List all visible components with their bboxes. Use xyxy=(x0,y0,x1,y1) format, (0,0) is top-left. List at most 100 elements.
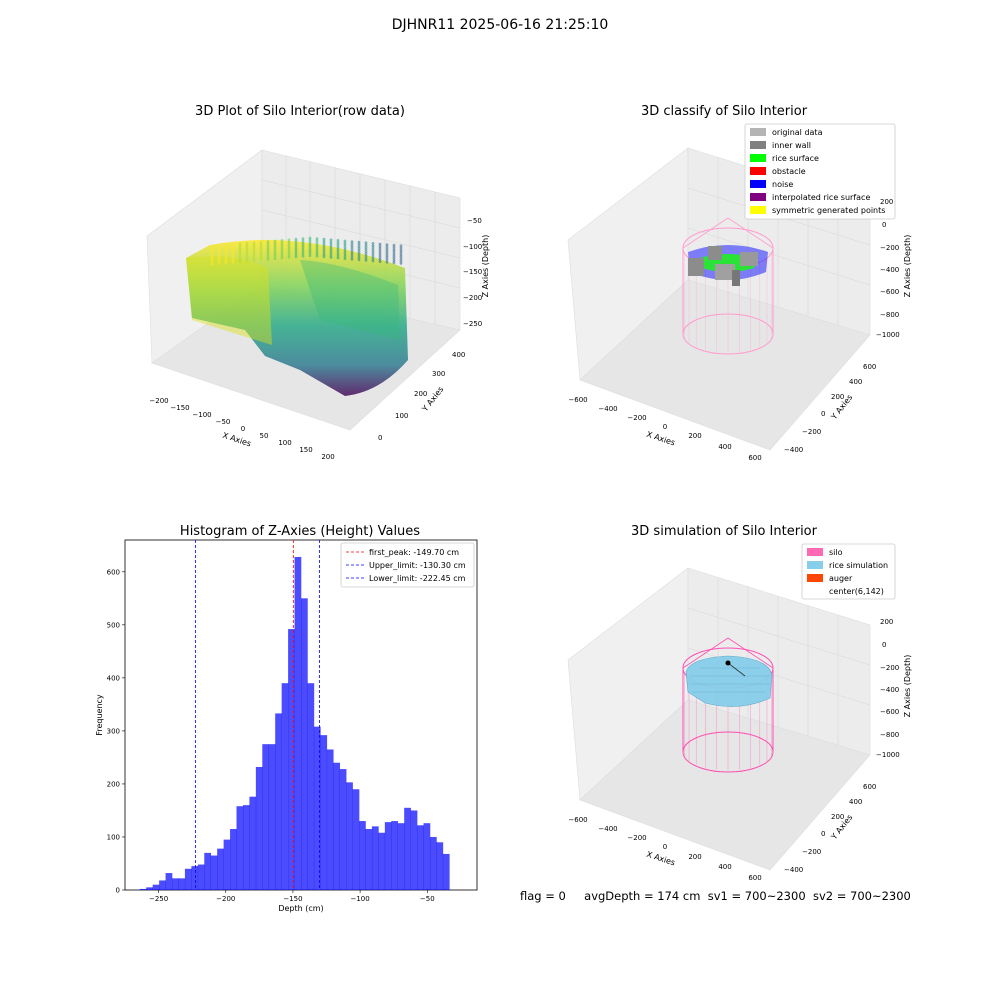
raw-point xyxy=(224,246,228,249)
legend-label: Upper_limit: -130.30 cm xyxy=(369,561,466,570)
raw-point xyxy=(385,252,389,255)
histogram-title: Histogram of Z-Axies (Height) Values xyxy=(179,524,421,539)
histogram-bar xyxy=(359,821,366,890)
raw-point xyxy=(308,249,312,253)
raw-point xyxy=(238,251,242,255)
histogram-y-tick-label: 100 xyxy=(107,833,120,841)
svg-text:0: 0 xyxy=(663,423,667,431)
raw-point xyxy=(273,246,277,250)
status-line: flag = 0 avgDepth = 174 cm sv1 = 700~230… xyxy=(520,889,911,903)
svg-text:−100: −100 xyxy=(463,243,482,251)
classify-x-ticks: −600 −400 −200 0 200 400 600 xyxy=(568,396,761,462)
raw-point xyxy=(287,238,291,242)
raw-point xyxy=(259,258,263,262)
raw-point xyxy=(217,248,221,252)
raw-point xyxy=(224,261,228,265)
histogram-bars xyxy=(139,556,450,890)
raw-point xyxy=(336,254,340,258)
histogram-bar xyxy=(352,789,360,890)
raw-point xyxy=(238,247,242,250)
raw-point xyxy=(245,244,249,248)
raw-point xyxy=(385,260,389,264)
raw-point xyxy=(224,248,228,252)
raw-point xyxy=(308,245,312,249)
raw-point xyxy=(287,251,291,255)
sv1-value: sv1 = 700~2300 xyxy=(707,889,806,903)
raw-point xyxy=(287,253,291,257)
raw-point xyxy=(350,246,354,250)
raw-point xyxy=(322,253,326,256)
raw-point xyxy=(231,254,235,257)
raw-y-ticks: 0 100 200 300 400 xyxy=(378,351,465,442)
raw-point xyxy=(322,237,326,241)
histogram-bar xyxy=(429,836,437,890)
histogram-y-tick-label: 600 xyxy=(107,568,120,576)
raw-point xyxy=(308,236,312,240)
svg-text:600: 600 xyxy=(748,874,761,882)
raw-point xyxy=(224,250,228,254)
raw-point xyxy=(245,253,249,256)
raw-point xyxy=(252,241,256,245)
classify-plot-title: 3D classify of Silo Interior xyxy=(640,104,808,119)
raw-point xyxy=(364,248,368,251)
legend-swatch xyxy=(750,193,766,201)
histogram-x-tick-label: −250 xyxy=(149,895,168,903)
raw-z-ticks: −50 −100 −150 −200 −250 xyxy=(463,217,482,328)
raw-point xyxy=(385,247,389,251)
raw-point xyxy=(371,253,375,256)
svg-text:0: 0 xyxy=(882,221,886,229)
histogram-bar xyxy=(436,842,444,890)
raw-point xyxy=(294,248,298,252)
legend-swatch xyxy=(750,128,766,136)
raw-point xyxy=(322,248,326,252)
legend-label: obstacle xyxy=(772,167,806,176)
raw-point xyxy=(399,257,403,261)
simulation-legend: silo rice simulation auger center(6,142) xyxy=(801,543,896,600)
svg-text:−200: −200 xyxy=(802,848,821,856)
raw-point xyxy=(364,256,368,260)
svg-text:150: 150 xyxy=(299,446,312,454)
svg-text:−400: −400 xyxy=(880,686,899,694)
raw-point xyxy=(259,247,263,251)
raw-point xyxy=(399,259,403,263)
raw-point xyxy=(364,243,368,247)
raw-point xyxy=(273,241,277,245)
raw-point xyxy=(392,259,396,262)
svg-text:600: 600 xyxy=(863,363,876,371)
svg-text:0: 0 xyxy=(241,425,245,433)
svg-text:−400: −400 xyxy=(784,446,803,454)
raw-point xyxy=(371,242,375,245)
svg-text:−400: −400 xyxy=(598,825,617,833)
raw-point xyxy=(217,262,221,265)
raw-point xyxy=(357,258,361,262)
classify-x-label: X Axies xyxy=(645,430,676,448)
raw-point xyxy=(329,249,333,253)
raw-point xyxy=(350,240,354,244)
raw-point xyxy=(392,243,396,247)
histogram-bar xyxy=(184,868,192,890)
raw-point xyxy=(280,241,284,245)
raw-point xyxy=(329,240,333,244)
svg-text:−250: −250 xyxy=(463,320,482,328)
raw-point xyxy=(343,239,347,243)
raw-point xyxy=(308,238,312,242)
raw-point xyxy=(371,244,375,248)
raw-point xyxy=(315,237,319,241)
raw-point xyxy=(392,250,396,254)
raw-point xyxy=(210,256,214,259)
raw-point xyxy=(364,241,368,245)
histogram-bar xyxy=(255,766,263,890)
histogram-bar xyxy=(223,839,231,890)
raw-point xyxy=(231,245,235,249)
raw-point xyxy=(336,247,340,251)
svg-text:400: 400 xyxy=(718,443,731,451)
raw-point xyxy=(252,245,256,249)
histogram-x-tick-label: −150 xyxy=(283,895,302,903)
svg-text:0: 0 xyxy=(821,830,825,838)
histogram-bar xyxy=(417,825,424,890)
histogram-bar xyxy=(281,683,289,890)
raw-point xyxy=(315,241,319,245)
raw-point xyxy=(280,247,284,251)
raw-point xyxy=(231,247,235,251)
histogram-bar xyxy=(146,887,153,890)
